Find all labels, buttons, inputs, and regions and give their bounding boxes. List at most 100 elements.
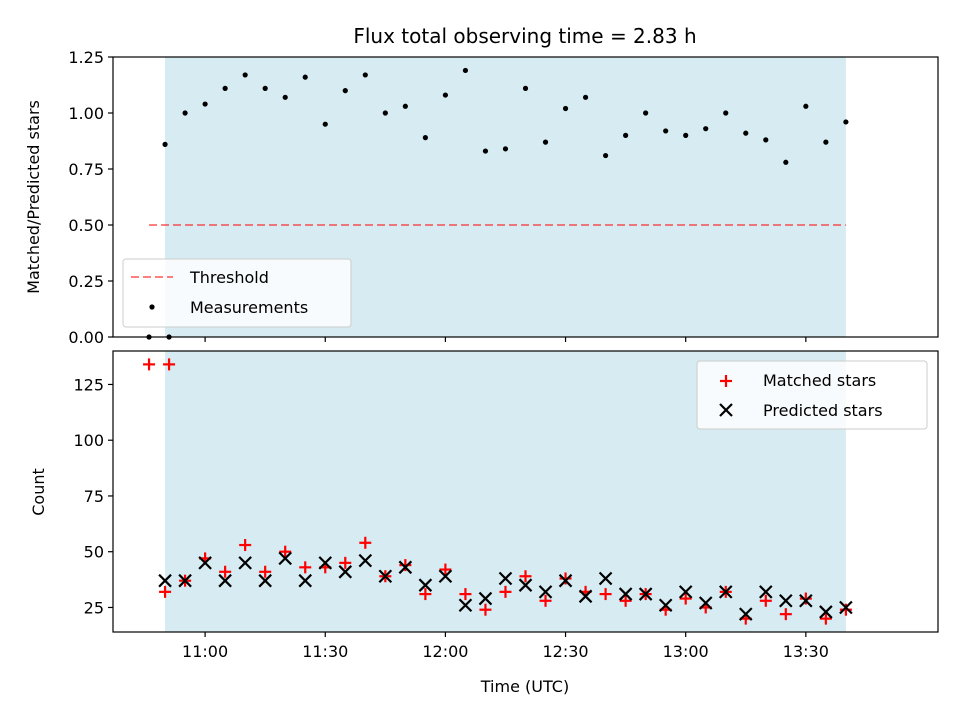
measurement-point [562, 105, 569, 112]
measurement-point [663, 128, 669, 134]
count-y-tick-label: 50 [84, 543, 104, 562]
matched-stars-point [159, 585, 172, 598]
measurement-point [763, 137, 769, 143]
matched-stars-point [759, 594, 772, 607]
predicted-stars-point [799, 593, 813, 608]
ratio-legend: Threshold Measurements [122, 258, 352, 328]
x-tick-label: 11:00 [182, 642, 228, 661]
measurement-point [502, 146, 509, 152]
measurement-point [703, 126, 709, 132]
ratio-y-tick-label: 1.25 [68, 48, 104, 67]
measurement-point [482, 148, 489, 154]
predicted-stars-point [318, 556, 333, 570]
measurement-point [783, 159, 789, 165]
ratio-y-tick-label: 1.00 [68, 104, 104, 123]
measurement-point [602, 152, 609, 159]
matched-stars-point [339, 556, 352, 569]
measurement-point [462, 67, 469, 74]
predicted-stars-point [819, 605, 833, 619]
predicted-stars-point [398, 560, 413, 575]
ratio-panel: 0.00 0.25 0.50 0.75 1.00 1.25 Threshold Measu… [68, 48, 939, 347]
predicted-stars-point [258, 573, 272, 588]
measurement-point [302, 74, 308, 80]
x-axis-title: Time (UTC) [480, 677, 569, 696]
predicted-stars-point [158, 573, 172, 588]
ratio-y-tick-label: 0.50 [68, 216, 104, 235]
predicted-stars-point [238, 556, 252, 570]
predicted-stars-point [578, 589, 593, 604]
predicted-stars-point [759, 585, 773, 599]
matched-stars-point [479, 603, 492, 616]
matched-stars-point [559, 572, 572, 585]
measurement-point [843, 119, 849, 125]
predicted-stars-point [618, 587, 633, 601]
matched-stars-point [519, 570, 532, 583]
measurement-point [362, 72, 368, 78]
matched-stars-point [779, 608, 792, 621]
predicted-stars-point [698, 596, 713, 610]
predicted-stars-point [518, 578, 533, 592]
predicted-stars-point [678, 585, 693, 599]
matched-stars-point [279, 545, 292, 558]
count-plot-frame [112, 350, 939, 633]
matched-stars-point [679, 592, 692, 605]
predicted-stars-point [498, 571, 513, 586]
ratio-y-tick-label: 0.25 [68, 272, 104, 291]
predicted-stars-point [458, 598, 473, 613]
predicted-stars-point [298, 573, 313, 588]
measurement-point [202, 101, 208, 107]
predicted-stars-point [358, 553, 373, 568]
matched-stars-point [439, 563, 452, 576]
measurement-point [683, 132, 689, 138]
predicted-stars-point [338, 565, 353, 579]
measurement-point [402, 103, 408, 109]
measurement-point [342, 88, 348, 94]
matched-stars-point [239, 539, 252, 552]
predicted-stars-point [218, 573, 232, 588]
count-legend: Matched stars Predicted stars [696, 360, 928, 430]
measurement-point [182, 110, 188, 116]
count-y-tick-label: 100 [73, 431, 104, 450]
matched-stars-point [539, 594, 552, 607]
measurement-point [262, 85, 268, 91]
matched-stars-point [299, 561, 312, 574]
measurement-point [823, 139, 829, 145]
measurement-point [643, 110, 649, 116]
measurement-point [542, 139, 549, 145]
matched-stars-point [163, 358, 176, 371]
measurement-point [222, 85, 228, 91]
matched-stars-point [259, 565, 272, 578]
predicted-stars-point [378, 569, 393, 584]
matched-stars-point [839, 603, 852, 616]
measurement-point [522, 85, 529, 91]
matched-stars-point [143, 358, 156, 371]
chart-title: Flux total observing time = 2.83 h [353, 24, 696, 48]
predicted-stars-point [538, 585, 553, 599]
measurement-point [382, 110, 388, 116]
ratio-y-tick-label: 0.00 [68, 328, 104, 347]
measurement-point [422, 135, 428, 141]
matched-stars-point [599, 588, 612, 601]
threshold-legend-label: Threshold [189, 268, 269, 287]
predicted-stars-point [558, 573, 573, 588]
predicted-stars-point [198, 556, 212, 570]
measurements-legend-label: Measurements [190, 298, 308, 317]
ratio-y-tick-label: 0.75 [68, 160, 104, 179]
x-tick-label: 13:00 [663, 642, 709, 661]
predicted-stars-point [418, 578, 433, 592]
measurement-point [282, 94, 288, 100]
matched-stars-point [359, 536, 372, 549]
measurement-point [442, 92, 449, 98]
matched-stars-point [219, 565, 232, 578]
matched-legend-swatch [720, 375, 732, 387]
predicted-stars-point [478, 591, 493, 606]
x-tick-label: 12:30 [542, 642, 588, 661]
predicted-legend-swatch [719, 403, 733, 417]
predicted-stars-point [438, 569, 453, 584]
measurement-point [162, 141, 168, 147]
top-y-axis-title: Matched/Predicted stars [24, 100, 43, 294]
count-y-tick-label: 25 [84, 598, 104, 617]
predicted-stars-point [178, 573, 192, 588]
matched-stars-point [819, 612, 832, 625]
ratio-legend-box [122, 258, 352, 328]
